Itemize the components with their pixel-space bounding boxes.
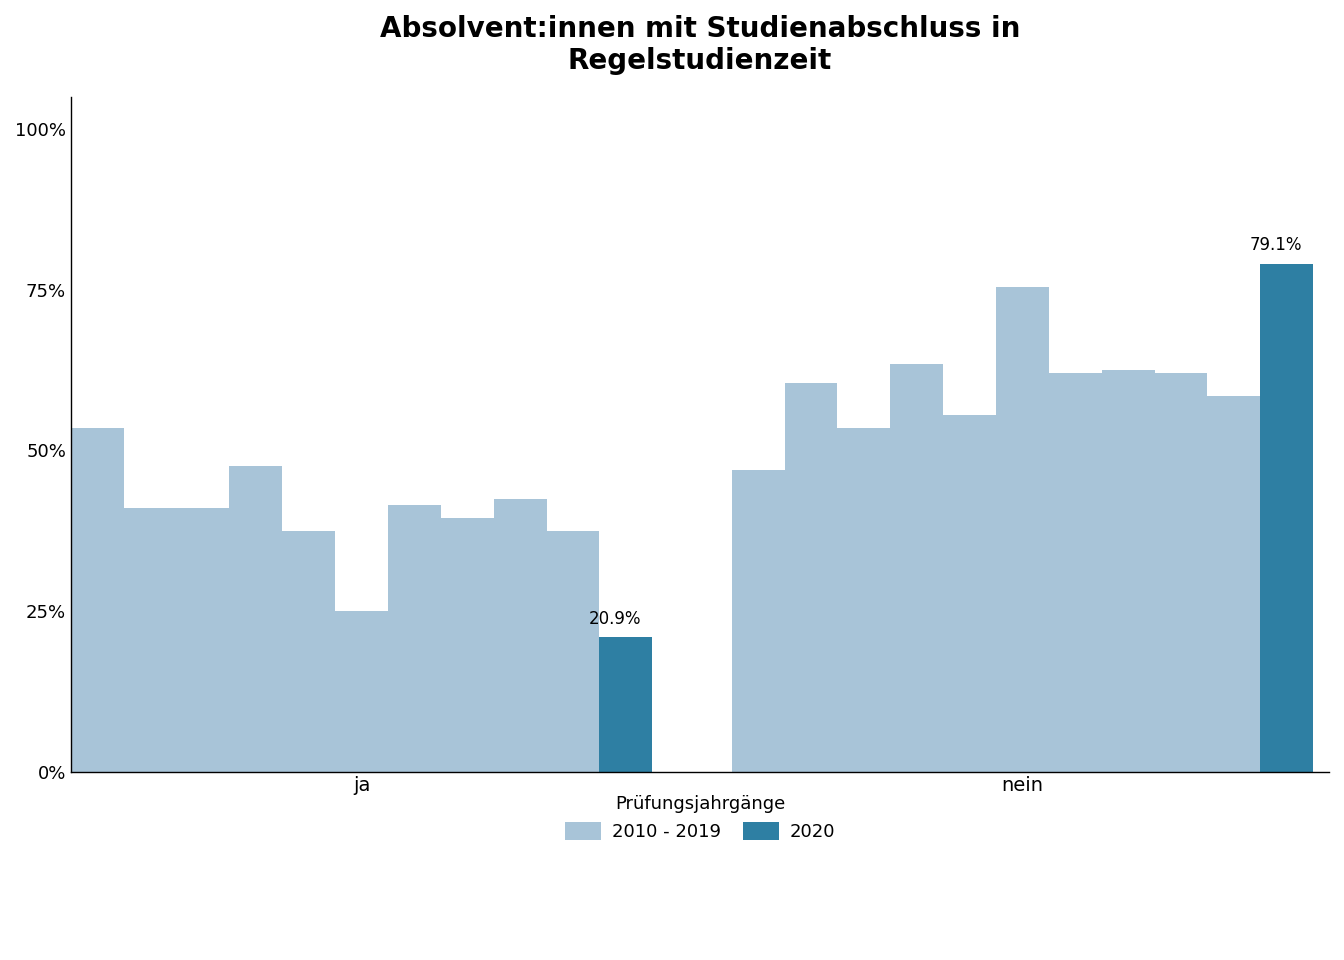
Bar [335, 611, 388, 772]
Bar [1261, 263, 1313, 772]
Legend: 2010 - 2019, 2020: 2010 - 2019, 2020 [556, 785, 844, 851]
Bar [1102, 371, 1154, 772]
Bar [1207, 396, 1261, 772]
Bar [282, 531, 335, 772]
Bar [1154, 373, 1207, 772]
Bar [837, 428, 890, 772]
Bar [996, 287, 1048, 772]
Title: Absolvent:innen mit Studienabschluss in
Regelstudienzeit: Absolvent:innen mit Studienabschluss in … [380, 15, 1020, 76]
Bar [731, 469, 785, 772]
Bar [599, 637, 652, 772]
Bar [388, 505, 441, 772]
Bar [124, 508, 176, 772]
Text: 79.1%: 79.1% [1250, 236, 1302, 253]
Bar [547, 531, 599, 772]
Bar [176, 508, 230, 772]
Bar [441, 517, 493, 772]
Bar [493, 498, 547, 772]
Bar [230, 467, 282, 772]
Bar [1048, 373, 1102, 772]
Bar [785, 383, 837, 772]
Text: 20.9%: 20.9% [589, 610, 641, 628]
Bar [890, 364, 943, 772]
Bar [943, 415, 996, 772]
Bar [71, 428, 124, 772]
